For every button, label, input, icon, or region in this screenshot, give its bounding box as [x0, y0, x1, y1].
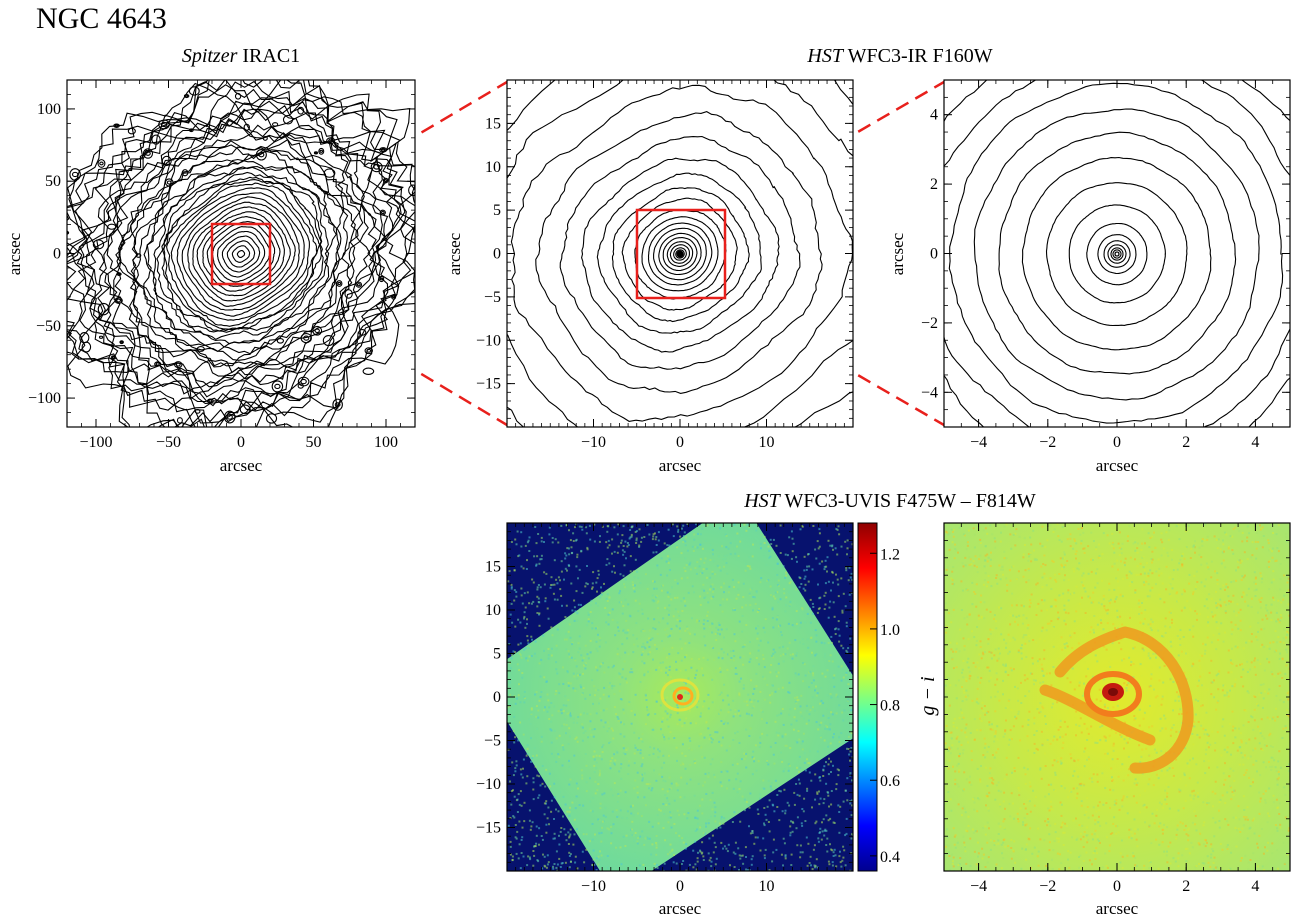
f160w-mid-axis-ticks: −10 0 10 15 10 5 0 −5 −10 −15 — [476, 79, 854, 451]
y-tick-label: 15 — [485, 559, 501, 576]
color-mid-xlabel: arcsec — [659, 899, 702, 918]
x-tick-label: 0 — [1113, 878, 1121, 895]
colorbar-tick-label: 0.6 — [880, 773, 900, 790]
y-tick-label: 10 — [485, 159, 501, 176]
x-tick-label: 0 — [1113, 434, 1121, 451]
f160w-zoom-panel: −4 −2 0 2 4 4 2 0 −2 −4 arcsec arcsec — [888, 79, 1291, 475]
y-tick-label: 15 — [485, 115, 501, 132]
x-tick-label: −10 — [581, 878, 606, 895]
x-tick-label: 0 — [237, 434, 245, 451]
y-tick-label: −2 — [921, 315, 938, 332]
y-tick-label: 100 — [37, 101, 61, 118]
f160w-zoom-ylabel: arcsec — [888, 232, 907, 275]
x-tick-label: 4 — [1251, 434, 1259, 451]
y-tick-label: −5 — [484, 289, 501, 306]
y-tick-label: 4 — [930, 107, 938, 124]
y-tick-label: −10 — [476, 776, 501, 793]
y-tick-label: 0 — [930, 246, 938, 263]
f160w-mid-panel: −10 0 10 15 10 5 0 −5 −10 −15 arcsec arcsec — [445, 79, 854, 475]
x-tick-label: −10 — [581, 434, 606, 451]
y-tick-label: 5 — [493, 646, 501, 663]
irac1-contours — [67, 80, 415, 427]
irac1-zoom-box — [210, 222, 272, 286]
x-tick-label: −50 — [156, 434, 181, 451]
x-tick-label: 0 — [676, 434, 684, 451]
y-tick-label: 10 — [485, 602, 501, 619]
colorbar-tick-label: 0.4 — [880, 849, 900, 866]
x-tick-label: 100 — [374, 434, 398, 451]
irac1-title: Spitzer IRAC1 — [182, 45, 300, 67]
x-tick-label: 2 — [1182, 434, 1190, 451]
f160w-zoom-xlabel: arcsec — [1096, 456, 1139, 475]
y-tick-label: 5 — [493, 202, 501, 219]
y-tick-label: 50 — [45, 173, 61, 190]
figure-title: NGC 4643 — [36, 2, 167, 35]
y-tick-label: −10 — [476, 332, 501, 349]
y-tick-label: −15 — [476, 376, 501, 393]
y-tick-label: 2 — [930, 176, 938, 193]
f160w-mid-ylabel: arcsec — [445, 232, 464, 275]
y-tick-label: −100 — [28, 390, 61, 407]
x-tick-label: −4 — [970, 434, 987, 451]
color-zoom-axis-ticks: −4 −2 0 2 4 — [943, 522, 1291, 895]
color-zoom-xlabel: arcsec — [1096, 899, 1139, 918]
colorbar: 1.2 1.0 0.8 0.6 0.4 g − i — [857, 522, 939, 872]
y-tick-label: −5 — [484, 733, 501, 750]
colorbar-tick-label: 1.2 — [880, 546, 900, 563]
f160w-title: HST WFC3-IR F160W — [806, 45, 992, 67]
x-tick-label: 4 — [1251, 878, 1259, 895]
color-title: HST WFC3-UVIS F475W – F814W — [743, 490, 1036, 512]
x-tick-label: 10 — [759, 434, 775, 451]
colorbar-ticks: 1.2 1.0 0.8 0.6 0.4 — [870, 546, 900, 866]
x-tick-label: 10 — [759, 878, 775, 895]
colorbar-label: g − i — [917, 676, 939, 715]
color-zoom-ring — [1039, 626, 1194, 774]
irac1-ylabel: arcsec — [5, 232, 24, 275]
irac1-panel: −100 −50 0 50 100 100 50 0 −50 −100 arcsec arcsec — [5, 79, 416, 475]
x-tick-label: −2 — [1039, 434, 1056, 451]
y-tick-label: −4 — [921, 384, 938, 401]
y-tick-label: 0 — [53, 246, 61, 263]
color-mid-axis-ticks: −10 0 10 15 10 5 0 −5 −10 −15 — [476, 522, 854, 895]
x-tick-label: −100 — [79, 434, 112, 451]
f160w-zoom-contours — [944, 80, 1290, 427]
irac1-xlabel: arcsec — [220, 456, 263, 475]
colorbar-tick-label: 0.8 — [880, 698, 900, 715]
x-tick-label: −2 — [1039, 878, 1056, 895]
colorbar-tick-label: 1.0 — [880, 622, 900, 639]
y-tick-label: 0 — [493, 246, 501, 263]
f160w-mid-xlabel: arcsec — [659, 456, 702, 475]
f160w-zoom-axis-ticks: −4 −2 0 2 4 4 2 0 −2 −4 — [921, 79, 1291, 451]
irac1-axis-ticks: −100 −50 0 50 100 100 50 0 −50 −100 — [28, 79, 416, 451]
f160w-mid-contours — [507, 80, 853, 427]
x-tick-label: −4 — [970, 878, 987, 895]
color-zoom-panel: −4 −2 0 2 4 arcsec — [943, 522, 1291, 918]
y-tick-label: −50 — [36, 318, 61, 335]
f160w-mid-zoom-box — [635, 208, 727, 300]
x-tick-label: 0 — [676, 878, 684, 895]
x-tick-label: 2 — [1182, 878, 1190, 895]
y-tick-label: 0 — [493, 689, 501, 706]
x-tick-label: 50 — [306, 434, 322, 451]
color-mid-panel: −10 0 10 15 10 5 0 −5 −10 −15 arcsec — [476, 522, 854, 918]
y-tick-label: −15 — [476, 820, 501, 837]
